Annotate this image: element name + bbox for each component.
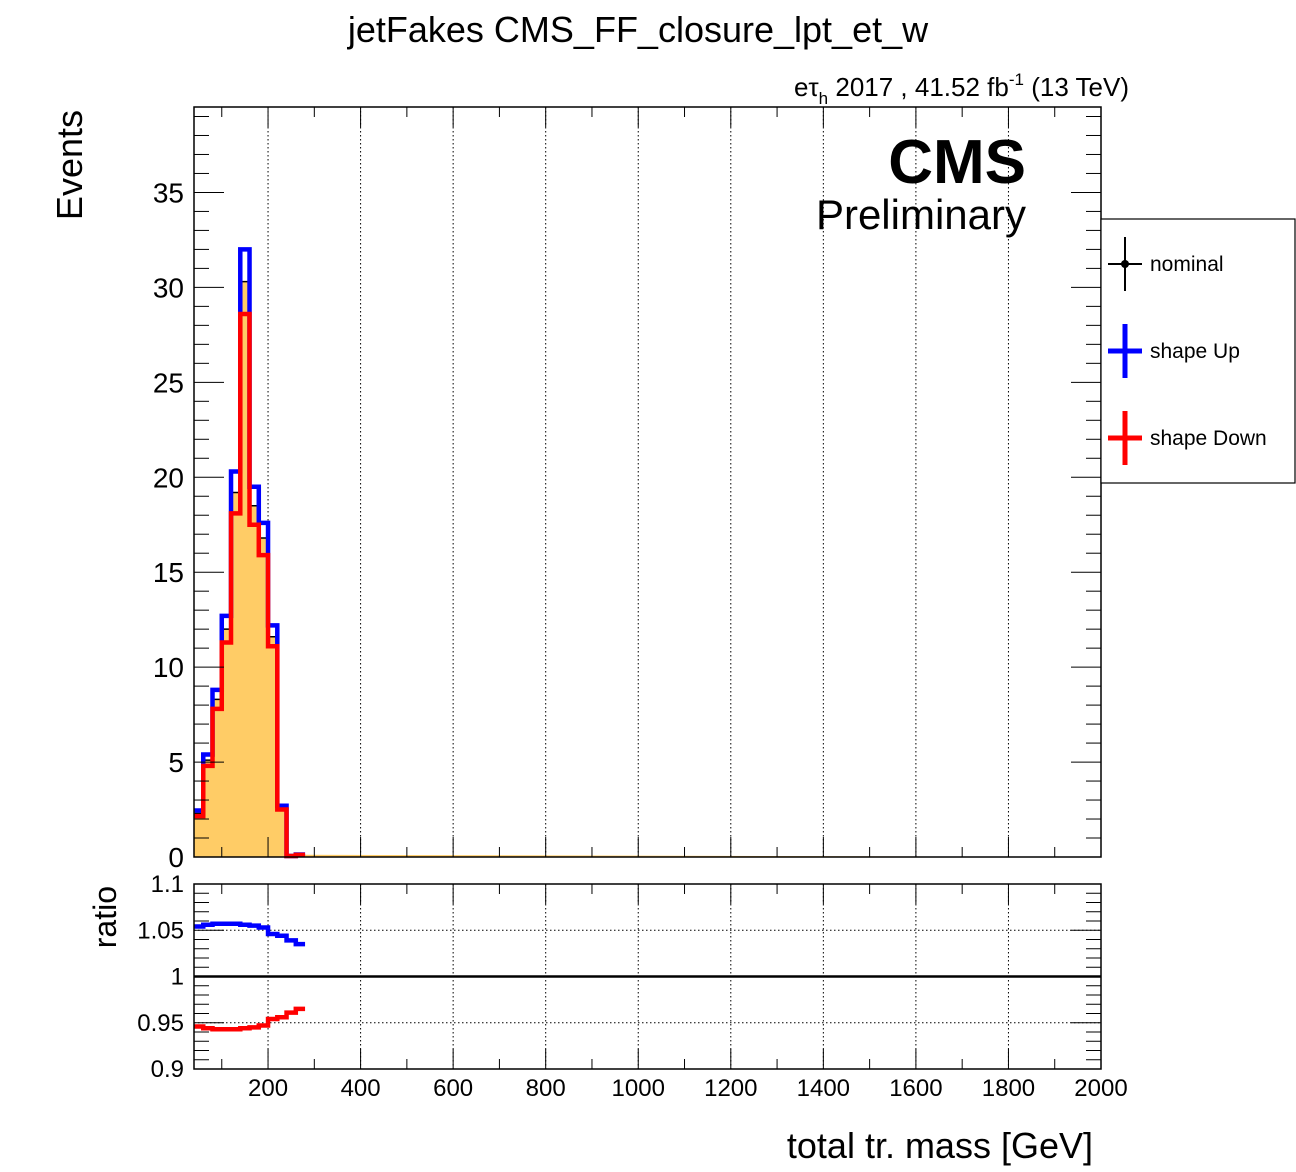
ratio-y-axis-label: ratio bbox=[87, 886, 123, 948]
ratio-y-tick-label: 0.9 bbox=[151, 1056, 184, 1083]
y-tick-label: 15 bbox=[153, 557, 184, 588]
lumi-label: eτh 2017 , 41.52 fb-1 (13 TeV) bbox=[794, 70, 1129, 108]
shape-down-line bbox=[194, 311, 306, 859]
nominal-fill-area bbox=[194, 281, 1101, 857]
legend: nominal shape Up shape Down bbox=[1100, 218, 1296, 484]
x-tick-label: 600 bbox=[433, 1075, 473, 1102]
y-tick-label: 35 bbox=[153, 177, 184, 208]
x-tick-label: 2000 bbox=[1074, 1075, 1127, 1102]
y-tick-label: 25 bbox=[153, 367, 184, 398]
cms-label: CMS bbox=[888, 128, 1026, 197]
ratio-y-tick-label: 1.05 bbox=[137, 917, 184, 944]
x-tick-label: 1200 bbox=[704, 1075, 757, 1102]
chart-title: jetFakes CMS_FF_closure_lpt_et_w bbox=[347, 9, 929, 50]
y-tick-label: 30 bbox=[153, 272, 184, 303]
ratio-y-tick-label: 1 bbox=[171, 964, 184, 991]
y-axis-label: Events bbox=[49, 110, 90, 220]
legend-label-nominal: nominal bbox=[1150, 253, 1224, 276]
x-axis-label: total tr. mass [GeV] bbox=[787, 1125, 1093, 1166]
ratio-axes: 0.9 0.95 1 1.05 1.1 200 400 600 800 1000 1200 1400 1… bbox=[137, 871, 1127, 1102]
ratio-series bbox=[194, 921, 1101, 1032]
x-tick-label: 400 bbox=[341, 1075, 381, 1102]
ratio-y-tick-label: 0.95 bbox=[137, 1010, 184, 1037]
y-tick-label: 10 bbox=[153, 652, 184, 683]
x-tick-label: 200 bbox=[248, 1075, 288, 1102]
legend-nominal-marker bbox=[1121, 260, 1129, 268]
y-tick-label: 0 bbox=[168, 842, 184, 873]
x-tick-label: 1600 bbox=[889, 1075, 942, 1102]
y-tick-label: 20 bbox=[153, 462, 184, 493]
legend-entry-shape-up: shape Up bbox=[1108, 324, 1240, 378]
x-tick-label: 800 bbox=[526, 1075, 566, 1102]
x-tick-label: 1000 bbox=[612, 1075, 665, 1102]
ratio-y-tick-label: 1.1 bbox=[151, 871, 184, 898]
main-grid bbox=[267, 107, 1009, 857]
legend-label-shape-up: shape Up bbox=[1150, 340, 1240, 363]
ratio-shape-down-line bbox=[194, 1006, 306, 1032]
nominal-fill bbox=[194, 281, 1101, 857]
legend-entry-shape-down: shape Down bbox=[1108, 411, 1267, 465]
legend-entry-nominal: nominal bbox=[1108, 237, 1224, 291]
main-series bbox=[194, 247, 306, 859]
x-tick-label: 1800 bbox=[982, 1075, 1035, 1102]
y-tick-label: 5 bbox=[168, 747, 184, 778]
main-axes: 0 5 10 15 20 25 30 35 bbox=[153, 106, 1102, 873]
legend-label-shape-down: shape Down bbox=[1150, 427, 1267, 450]
x-tick-label: 1400 bbox=[797, 1075, 850, 1102]
ratio-shape-up-line bbox=[194, 921, 306, 947]
preliminary-label: Preliminary bbox=[816, 191, 1026, 238]
